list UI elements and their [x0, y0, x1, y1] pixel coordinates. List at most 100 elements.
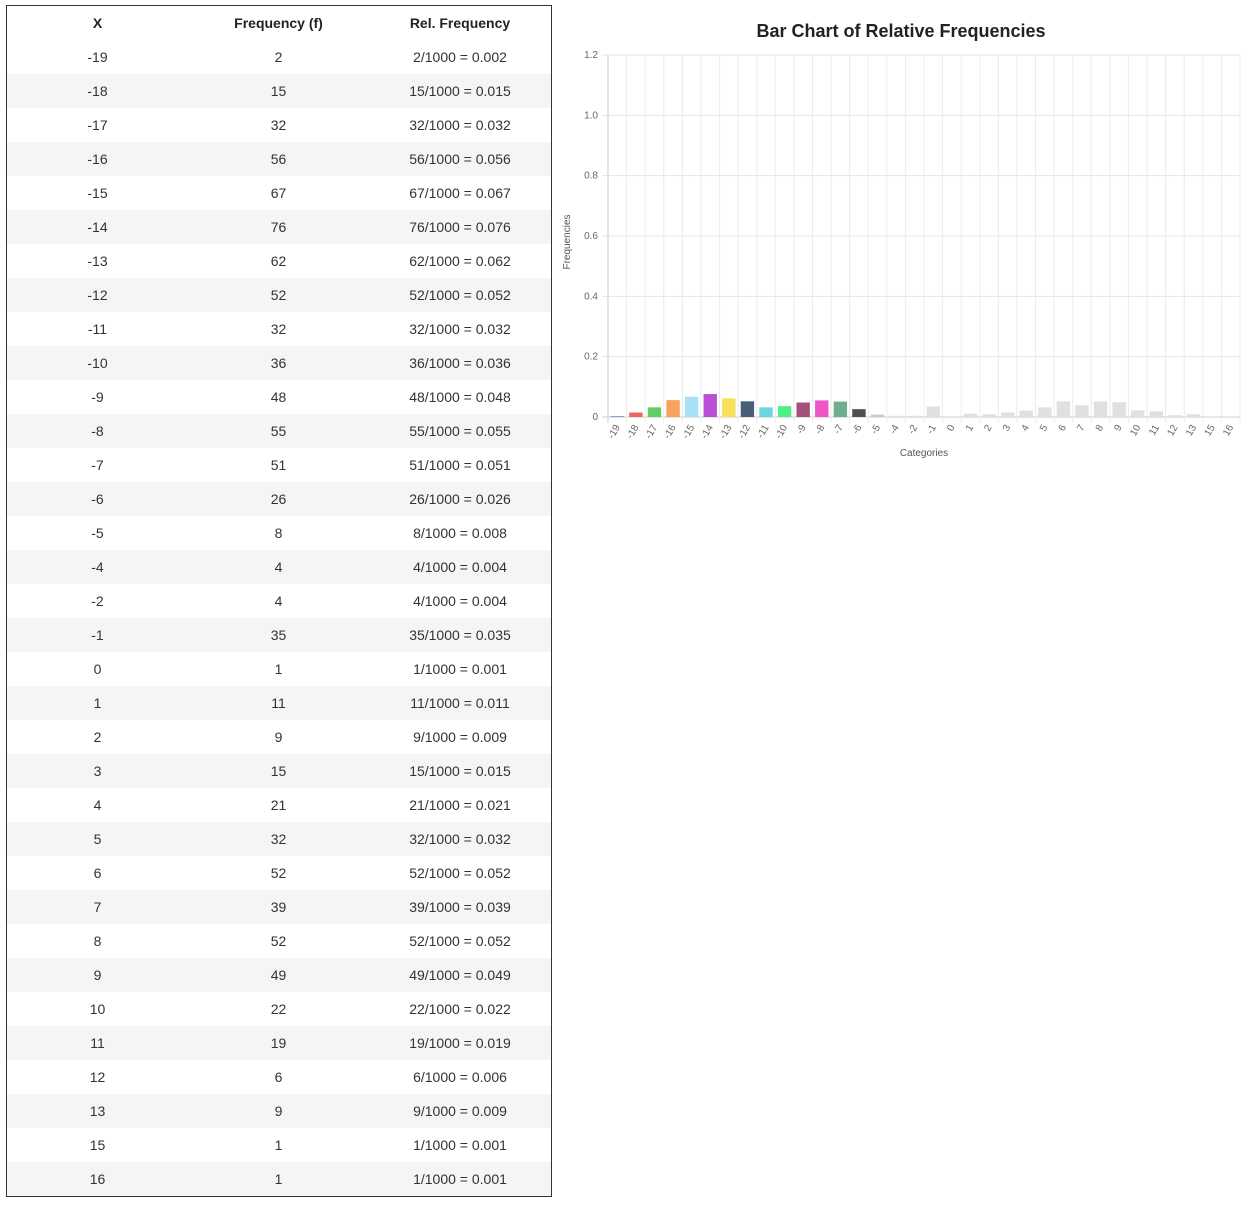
x-tick-label: -19 — [606, 423, 623, 441]
bar-6 — [1056, 401, 1071, 417]
bar-11 — [1149, 411, 1164, 417]
table-row: -4 4 4/1000 = 0.004 — [7, 550, 551, 584]
cell-rel-frequency: 35/1000 = 0.035 — [369, 618, 551, 652]
cell-x: 9 — [7, 958, 188, 992]
cell-frequency: 15 — [188, 754, 369, 788]
cell-rel-frequency: 62/1000 = 0.062 — [369, 244, 551, 278]
bar--10 — [777, 406, 792, 417]
y-tick-label: 1.0 — [584, 110, 598, 121]
cell-frequency: 35 — [188, 618, 369, 652]
bar--2 — [908, 415, 922, 417]
cell-frequency: 6 — [188, 1060, 369, 1094]
cell-rel-frequency: 15/1000 = 0.015 — [369, 754, 551, 788]
table-row: -12 52 52/1000 = 0.052 — [7, 278, 551, 312]
cell-x: -8 — [7, 414, 188, 448]
cell-frequency: 76 — [188, 210, 369, 244]
cell-x: -2 — [7, 584, 188, 618]
table-row: 13 9 9/1000 = 0.009 — [7, 1094, 551, 1128]
x-tick-label: -6 — [851, 423, 865, 437]
cell-rel-frequency: 21/1000 = 0.021 — [369, 788, 551, 822]
table-row: -11 32 32/1000 = 0.032 — [7, 312, 551, 346]
table-row: 15 1 1/1000 = 0.001 — [7, 1128, 551, 1162]
x-tick-label: -8 — [813, 423, 827, 437]
cell-frequency: 48 — [188, 380, 369, 414]
y-axis-ticks: 0 0.2 0.4 0.6 0.8 1.0 1.2 — [584, 50, 598, 423]
cell-rel-frequency: 52/1000 = 0.052 — [369, 924, 551, 958]
cell-x: -12 — [7, 278, 188, 312]
x-tick-label: -4 — [888, 423, 902, 437]
cell-rel-frequency: 9/1000 = 0.009 — [369, 720, 551, 754]
x-tick-label: -9 — [795, 423, 809, 437]
frequency-table-grid: X Frequency (f) Rel. Frequency -19 2 2/100… — [7, 6, 551, 1196]
cell-frequency: 4 — [188, 584, 369, 618]
cell-x: -15 — [7, 176, 188, 210]
table-row: 10 22 22/1000 = 0.022 — [7, 992, 551, 1026]
cell-frequency: 15 — [188, 74, 369, 108]
cell-x: 16 — [7, 1162, 188, 1196]
cell-rel-frequency: 36/1000 = 0.036 — [369, 346, 551, 380]
x-tick-label: -2 — [906, 423, 920, 437]
x-tick-label: -11 — [755, 423, 772, 441]
table-row: -13 62 62/1000 = 0.062 — [7, 244, 551, 278]
cell-rel-frequency: 8/1000 = 0.008 — [369, 516, 551, 550]
bar-3 — [1000, 412, 1015, 417]
cell-rel-frequency: 19/1000 = 0.019 — [369, 1026, 551, 1060]
cell-x: 7 — [7, 890, 188, 924]
table-row: -1 35 35/1000 = 0.035 — [7, 618, 551, 652]
cell-frequency: 2 — [188, 40, 369, 74]
cell-rel-frequency: 32/1000 = 0.032 — [369, 312, 551, 346]
table-row: -8 55 55/1000 = 0.055 — [7, 414, 551, 448]
table-row: 9 49 49/1000 = 0.049 — [7, 958, 551, 992]
x-tick-label: 11 — [1147, 423, 1162, 438]
x-tick-label: 8 — [1094, 423, 1107, 434]
x-tick-label: 12 — [1165, 423, 1180, 439]
cell-rel-frequency: 26/1000 = 0.026 — [369, 482, 551, 516]
cell-x: -13 — [7, 244, 188, 278]
bar-7 — [1075, 405, 1089, 417]
table-row: -5 8 8/1000 = 0.008 — [7, 516, 551, 550]
cell-rel-frequency: 22/1000 = 0.022 — [369, 992, 551, 1026]
cell-frequency: 52 — [188, 856, 369, 890]
cell-rel-frequency: 76/1000 = 0.076 — [369, 210, 551, 244]
table-row: -15 67 67/1000 = 0.067 — [7, 176, 551, 210]
bar--19 — [610, 416, 624, 417]
cell-frequency: 67 — [188, 176, 369, 210]
cell-x: 3 — [7, 754, 188, 788]
bars — [610, 394, 1238, 417]
cell-frequency: 1 — [188, 652, 369, 686]
bar--13 — [722, 398, 736, 417]
x-tick-label: -15 — [680, 423, 697, 441]
cell-x: 10 — [7, 992, 188, 1026]
y-tick-label: 1.2 — [584, 50, 598, 61]
bar--7 — [833, 401, 848, 417]
table-row: -18 15 15/1000 = 0.015 — [7, 74, 551, 108]
x-tick-label: -1 — [925, 423, 939, 437]
bar-1 — [963, 413, 978, 417]
table-row: 2 9 9/1000 = 0.009 — [7, 720, 551, 754]
cell-frequency: 1 — [188, 1162, 369, 1196]
bar--15 — [684, 396, 699, 417]
table-row: -6 26 26/1000 = 0.026 — [7, 482, 551, 516]
table-row: 5 32 32/1000 = 0.032 — [7, 822, 551, 856]
bar-5 — [1038, 407, 1052, 417]
cell-rel-frequency: 55/1000 = 0.055 — [369, 414, 551, 448]
header-x: X — [7, 6, 188, 40]
cell-frequency: 26 — [188, 482, 369, 516]
cell-frequency: 32 — [188, 108, 369, 142]
table-row: 1 11 11/1000 = 0.011 — [7, 686, 551, 720]
x-tick-label: 13 — [1184, 423, 1199, 439]
x-tick-label: 1 — [964, 423, 977, 434]
cell-frequency: 11 — [188, 686, 369, 720]
x-tick-label: 2 — [982, 423, 995, 434]
x-tick-label: 7 — [1075, 423, 1088, 434]
table-row: -16 56 56/1000 = 0.056 — [7, 142, 551, 176]
table-row: -19 2 2/1000 = 0.002 — [7, 40, 551, 74]
table-row: 7 39 39/1000 = 0.039 — [7, 890, 551, 924]
y-tick-label: 0.2 — [584, 352, 598, 363]
cell-rel-frequency: 39/1000 = 0.039 — [369, 890, 551, 924]
bar-10 — [1131, 410, 1145, 417]
x-tick-label: -13 — [718, 423, 735, 441]
bar-13 — [1186, 414, 1201, 417]
bar--14 — [703, 394, 717, 417]
table-row: -14 76 76/1000 = 0.076 — [7, 210, 551, 244]
